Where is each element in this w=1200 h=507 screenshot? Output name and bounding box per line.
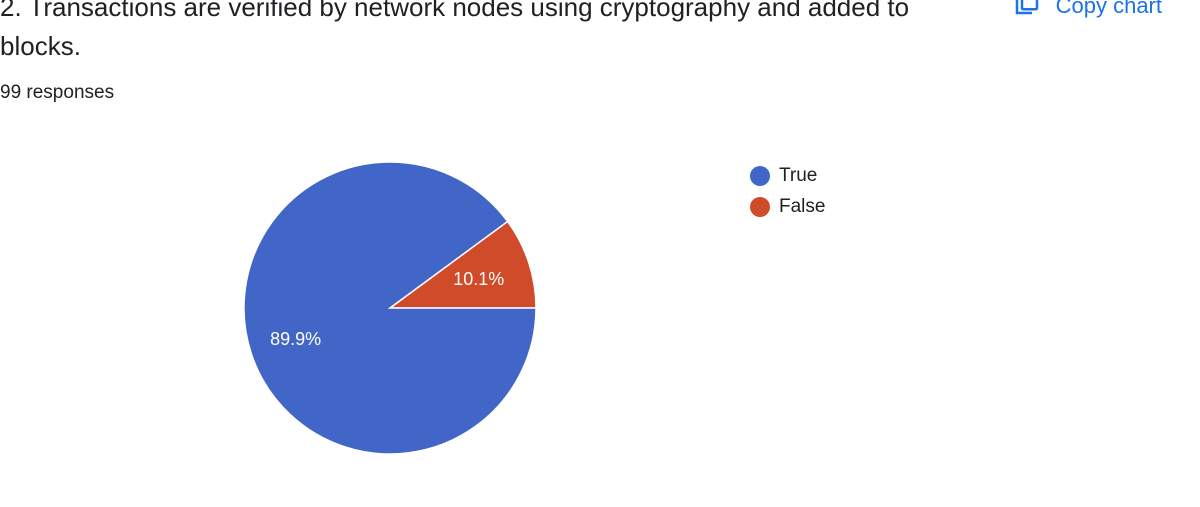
question-title: 2. Transactions are verified by network … [0, 0, 910, 61]
legend-swatch-false [750, 196, 770, 217]
slice-label-true: 89.9% [270, 329, 321, 349]
legend-swatch-true [750, 165, 770, 186]
response-count: 99 responses [0, 82, 115, 103]
copy-icon [1012, 0, 1042, 24]
slice-label-false: 10.1% [453, 269, 504, 289]
chart-legend: True False [750, 160, 825, 222]
copy-chart-button[interactable]: Copy chart [1012, 0, 1162, 24]
legend-label-false: False [779, 195, 826, 217]
legend-item-false: False [750, 191, 825, 222]
legend-label-true: True [779, 164, 818, 186]
pie-slice-false [387, 220, 537, 309]
legend-item-true: True [750, 160, 825, 191]
copy-chart-label: Copy chart [1055, 0, 1162, 18]
pie-slice-true [243, 161, 537, 455]
